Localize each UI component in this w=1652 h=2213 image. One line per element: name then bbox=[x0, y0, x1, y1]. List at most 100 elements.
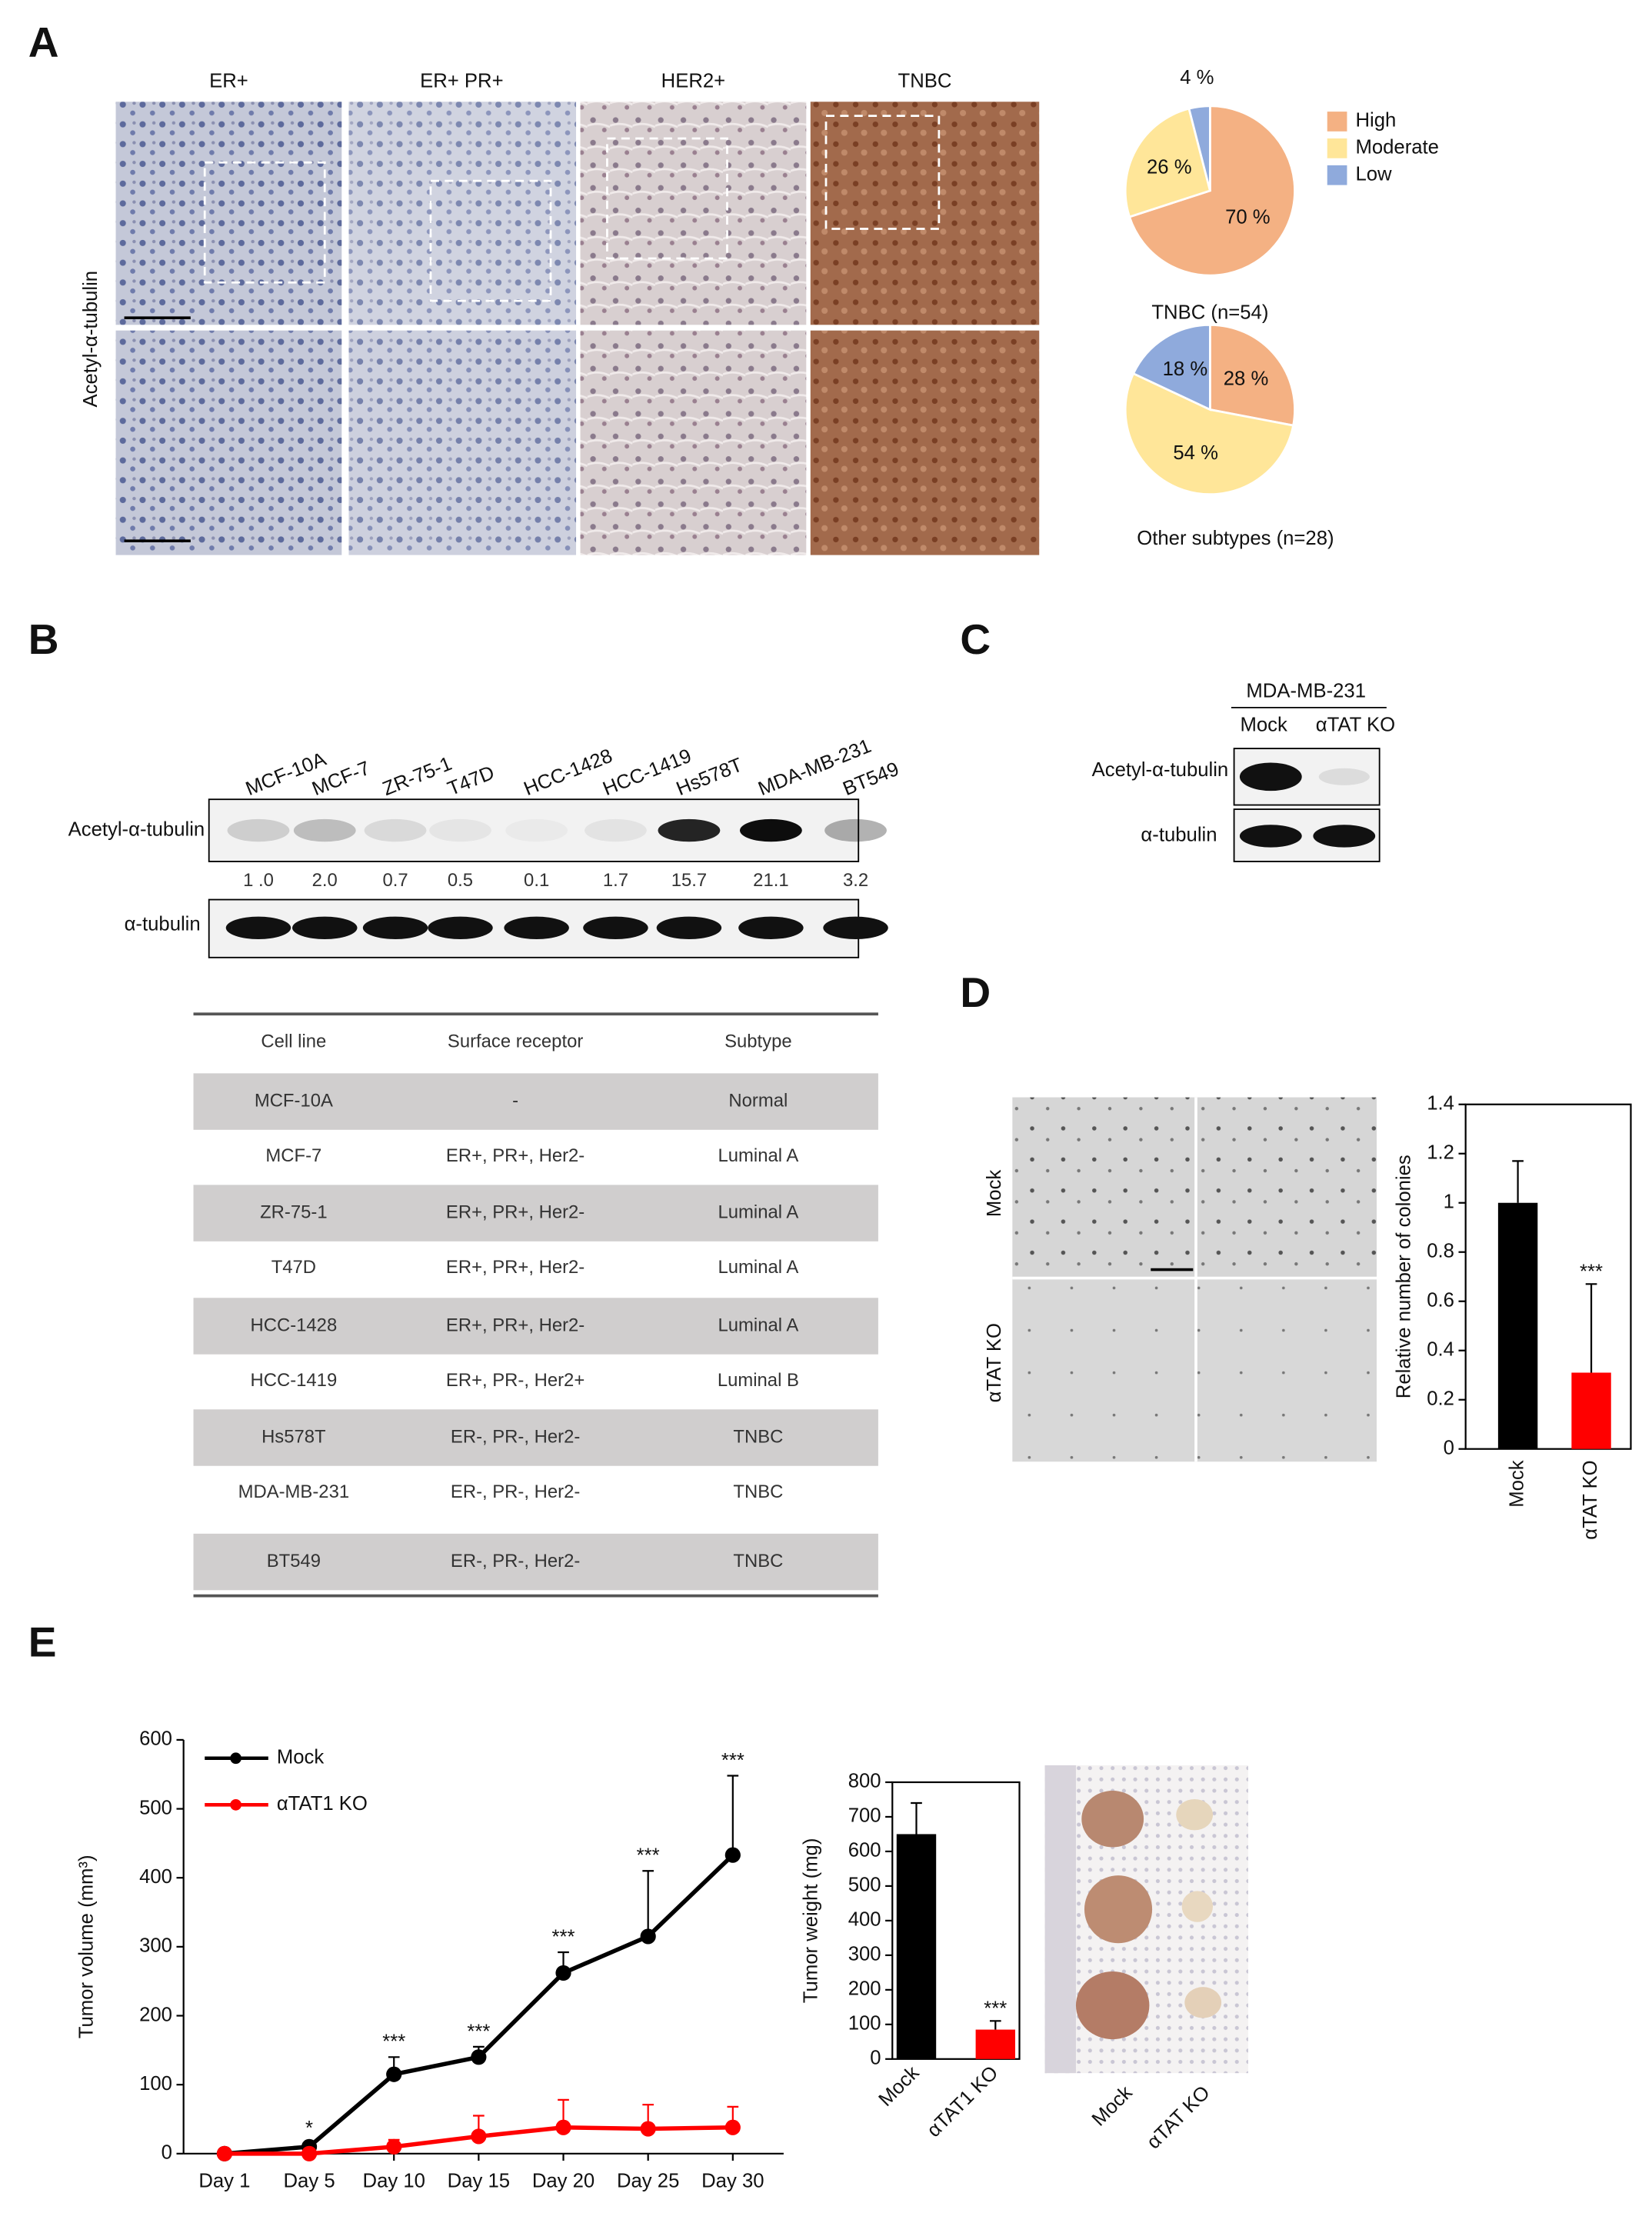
y-tick-label: 100 bbox=[139, 2073, 172, 2095]
table-cell: TNBC bbox=[733, 1481, 783, 1502]
slice-label: 54 % bbox=[1173, 442, 1218, 464]
legend-label: Low bbox=[1355, 164, 1392, 185]
table-cell: Normal bbox=[728, 1090, 788, 1111]
pie-slice bbox=[1187, 105, 1211, 192]
table-cell: MCF-7 bbox=[265, 1145, 321, 1166]
blot-band bbox=[293, 818, 356, 842]
slice-label: 28 % bbox=[1224, 368, 1269, 390]
table-cell: Luminal A bbox=[718, 1257, 798, 1278]
significance: *** bbox=[984, 1998, 1007, 2019]
blot-band bbox=[364, 818, 427, 842]
y-tick-label: 500 bbox=[139, 1797, 172, 1818]
marker bbox=[386, 2138, 402, 2155]
y-tick-label: 0 bbox=[162, 2142, 172, 2164]
blot-band bbox=[428, 916, 493, 939]
panel-label: A bbox=[28, 18, 59, 65]
bar bbox=[1571, 1372, 1611, 1449]
marker bbox=[555, 2119, 571, 2135]
quantification: 1.7 bbox=[603, 870, 628, 891]
table-cell: Luminal A bbox=[718, 1145, 798, 1166]
legend-swatch bbox=[1327, 138, 1347, 158]
y-axis-label: Relative number of colonies bbox=[1393, 1155, 1414, 1398]
blot-band bbox=[823, 916, 888, 939]
row-label: Acetyl-α-tubulin bbox=[80, 271, 102, 408]
significance: *** bbox=[1580, 1261, 1603, 1282]
marker bbox=[471, 2128, 487, 2145]
error-bar bbox=[727, 1775, 739, 1855]
error-bar bbox=[989, 2020, 1001, 2030]
legend-label: High bbox=[1355, 110, 1396, 132]
significance: *** bbox=[637, 1845, 660, 1867]
blot-band bbox=[658, 818, 721, 842]
slice-label: 4 % bbox=[1180, 67, 1214, 88]
blot-label: α-tubulin bbox=[125, 913, 201, 935]
table-cell: ER+, PR-, Her2+ bbox=[446, 1370, 585, 1391]
bar bbox=[1497, 1202, 1538, 1449]
marker bbox=[216, 2145, 233, 2161]
column-title: HER2+ bbox=[661, 70, 726, 92]
legend-marker bbox=[230, 1799, 241, 1811]
plot-frame bbox=[1464, 1103, 1632, 1450]
blot-label: α-tubulin bbox=[1141, 825, 1217, 846]
colony-images bbox=[1012, 1097, 1377, 1462]
table-cell: HCC-1428 bbox=[251, 1315, 338, 1335]
y-tick-label: 0.8 bbox=[1427, 1241, 1454, 1262]
bar bbox=[975, 2029, 1016, 2059]
quantification: 0.7 bbox=[382, 870, 408, 891]
x-tick-label: Day 1 bbox=[198, 2170, 250, 2191]
error-bar bbox=[1512, 1160, 1524, 1203]
blot-label: Acetyl-α-tubulin bbox=[68, 818, 205, 840]
table-cell: Luminal A bbox=[718, 1201, 798, 1222]
table-cell: ER+, PR+, Her2- bbox=[446, 1257, 585, 1278]
legend-swatch bbox=[1327, 165, 1347, 185]
photo-label: Mock bbox=[1088, 2081, 1137, 2130]
table-cell: ER+, PR+, Her2- bbox=[446, 1145, 585, 1166]
blot-band bbox=[429, 818, 491, 842]
table-row-shade bbox=[193, 1533, 878, 1591]
blot-band bbox=[738, 916, 804, 939]
y-tick-label: 1.2 bbox=[1427, 1142, 1454, 1164]
error-bar bbox=[642, 1870, 654, 1937]
table-header: Surface receptor bbox=[448, 1031, 583, 1052]
table-cell: Luminal B bbox=[718, 1370, 799, 1391]
y-tick-label: 0 bbox=[870, 2048, 881, 2069]
marker bbox=[724, 1847, 741, 1863]
error-bar bbox=[1585, 1283, 1597, 1373]
table-cell: MCF-10A bbox=[255, 1090, 333, 1111]
table-row-shade bbox=[193, 1185, 878, 1241]
y-tick-label: 700 bbox=[848, 1805, 881, 1827]
blot-band bbox=[583, 916, 648, 939]
lane-label: ZR-75-1 bbox=[380, 753, 455, 800]
marker bbox=[640, 1928, 656, 1945]
y-axis-label: Tumor volume (mm³) bbox=[76, 1855, 98, 2038]
panel-label: B bbox=[28, 615, 59, 663]
lane-label: αTAT KO bbox=[1316, 715, 1395, 736]
y-axis-label: Tumor weight (mg) bbox=[800, 1838, 821, 2004]
y-tick-label: 0.2 bbox=[1427, 1388, 1454, 1409]
column-title: TNBC bbox=[898, 70, 952, 92]
y-tick-label: 100 bbox=[848, 2013, 881, 2035]
table-header: Subtype bbox=[724, 1031, 792, 1052]
quantification: 0.1 bbox=[524, 870, 549, 891]
y-tick-label: 400 bbox=[139, 1866, 172, 1888]
marker bbox=[471, 2049, 487, 2065]
panel-label: C bbox=[960, 615, 991, 663]
blot-band bbox=[824, 818, 887, 842]
y-tick-label: 0.4 bbox=[1427, 1338, 1454, 1360]
photo-label: αTAT KO bbox=[1143, 2081, 1214, 2153]
blot-band bbox=[504, 916, 569, 939]
slice-label: 18 % bbox=[1163, 358, 1208, 380]
table-header: Cell line bbox=[261, 1031, 326, 1052]
blot-band bbox=[292, 916, 358, 939]
y-tick-label: 200 bbox=[848, 1978, 881, 2000]
significance: *** bbox=[721, 1750, 744, 1771]
slice-label: 26 % bbox=[1147, 157, 1192, 178]
y-tick-label: 300 bbox=[139, 1935, 172, 1957]
significance: * bbox=[305, 2118, 313, 2139]
x-tick-label: Mock bbox=[874, 2062, 923, 2111]
quantification: 1 .0 bbox=[243, 870, 274, 891]
row-label: Mock bbox=[984, 1170, 1005, 1218]
y-tick-label: 600 bbox=[139, 1728, 172, 1750]
